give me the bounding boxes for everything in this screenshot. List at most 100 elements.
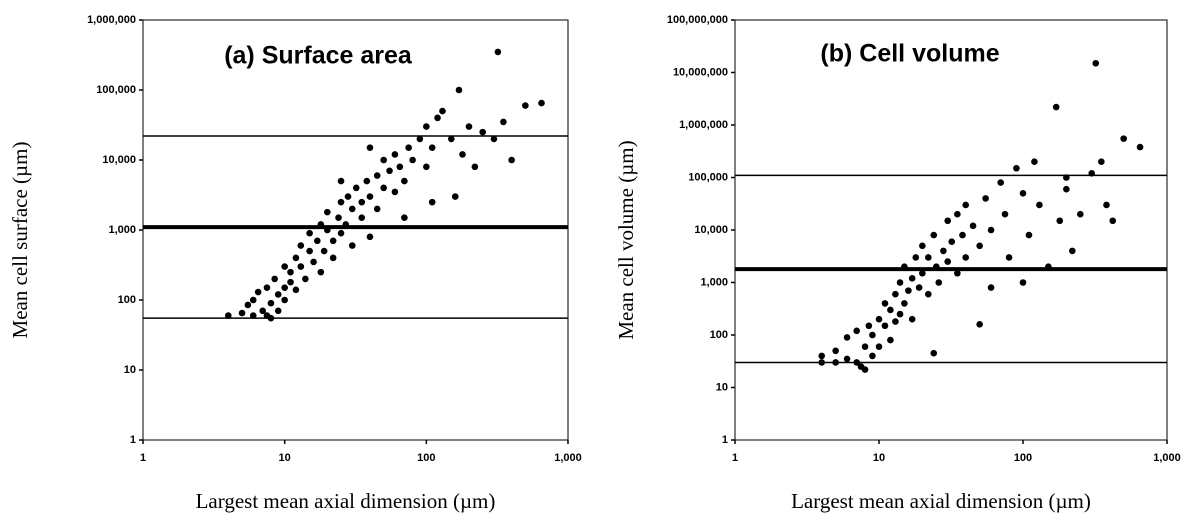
point [869,352,876,360]
plot-frame [734,19,1168,441]
point [930,349,938,357]
point [1120,135,1127,142]
point [238,309,246,317]
point [896,279,904,286]
point [281,296,288,304]
point [948,238,956,245]
point [901,300,908,307]
point [1063,174,1070,181]
point [1056,217,1064,225]
y-tick-label: 1 [130,434,136,446]
point [1088,170,1096,177]
point [869,331,876,339]
y-tick-label: 100,000 [688,171,728,183]
point [416,135,424,143]
point [919,242,926,250]
y-tick-label: 100 [710,329,728,341]
point [861,343,869,350]
point [944,217,952,225]
point [254,288,262,296]
point [1045,263,1052,270]
point [366,233,374,241]
point [271,275,278,283]
y-tick-label: 100,000 [96,84,136,96]
point [912,254,920,261]
point [451,193,459,200]
point [954,210,961,218]
point [224,312,232,319]
y-tick-label: 10,000 [102,154,136,166]
point [348,242,356,249]
y-tick-label: 1,000,000 [87,14,136,26]
point [337,177,345,185]
point [925,290,932,298]
x-tick-label: 10 [873,452,885,464]
point [522,102,529,109]
point [391,151,399,158]
point [380,156,387,164]
point [959,231,966,239]
x-tick-label: 1,000 [554,452,582,464]
point [1077,210,1084,218]
x-tick-label: 100 [417,452,435,464]
point [324,226,331,234]
point [925,254,932,261]
point [344,193,352,200]
point [1109,217,1117,225]
y-axis-label: Mean cell volume (µm) [614,140,638,339]
point [363,177,371,185]
point [930,231,938,239]
point [320,247,328,255]
point [969,222,977,230]
point [306,229,313,237]
point [962,254,969,261]
point [455,86,463,94]
point [875,343,883,350]
point [479,128,487,136]
y-tick-label: 1 [722,434,728,446]
point [538,99,545,107]
point [940,247,947,255]
point [887,306,894,314]
point [249,312,257,319]
y-tick-label: 10,000 [694,224,728,236]
point [310,258,317,266]
x-axis-label: Largest mean axial dimension (µm) [196,489,496,513]
point [337,229,345,237]
point [423,123,430,130]
point [373,172,381,179]
point [892,290,899,298]
x-tick-label: 1 [732,452,738,464]
point [314,237,321,245]
point [348,205,356,213]
point [1092,59,1100,67]
point [982,195,989,202]
plot-frame [142,19,569,441]
point [244,301,252,309]
point [317,221,325,228]
point [853,359,860,366]
point [976,242,983,250]
point [987,226,995,234]
point [373,205,381,213]
point [832,347,839,355]
point [366,193,374,200]
point [1103,201,1110,209]
point [297,242,305,249]
point [997,179,1004,186]
point [1025,231,1033,239]
point [306,247,313,255]
point [944,258,952,265]
point [892,318,899,325]
point [337,198,345,206]
point [494,48,502,56]
point [908,315,916,323]
point [281,263,288,270]
point [500,118,507,126]
point [901,263,908,270]
point [896,310,904,318]
point [297,263,305,270]
point [409,156,416,164]
